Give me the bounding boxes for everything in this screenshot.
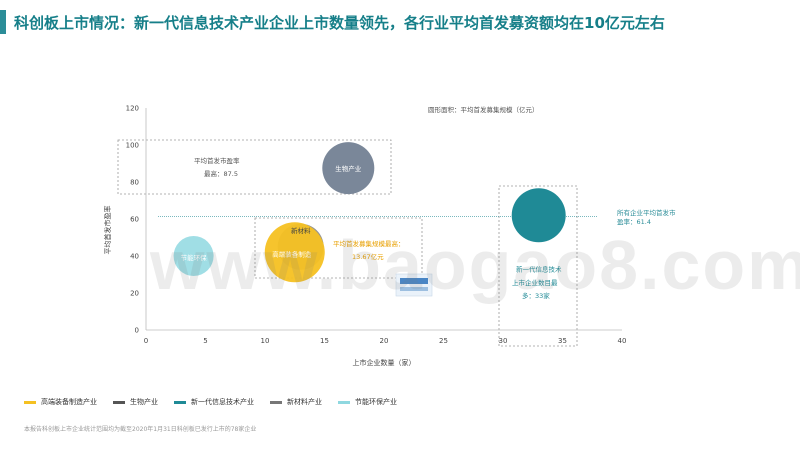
x-tick-label: 10 — [261, 337, 270, 345]
legend-swatch — [24, 400, 36, 404]
y-axis-label: 平均首发市盈率 — [103, 206, 112, 255]
bubble — [264, 222, 325, 283]
annotation-count: 上市企业数目最 多：33家 — [512, 278, 558, 300]
legend-label: 生物产业 — [130, 398, 158, 406]
x-tick-label: 30 — [499, 337, 508, 345]
svg-text:盈率：61.4: 盈率：61.4 — [617, 217, 651, 226]
axes: 0 5 10 15 20 25 30 35 40 0 20 40 60 80 100 120 上市企业数量（… — [103, 105, 626, 368]
annotation-fundraise: 平均首发募集规模最高： 13.67亿元 — [333, 239, 405, 261]
footnote: 本报告科创板上市企业统计范围均为截至2020年1月31日科创板已发行上市的78家… — [24, 426, 257, 433]
svg-text:所有企业平均首发市: 所有企业平均首发市 — [617, 208, 676, 217]
legend-label: 高端装备制造产业 — [41, 398, 97, 406]
legend-swatch — [174, 400, 186, 404]
x-tick-label: 5 — [203, 337, 207, 345]
annotation-box-pe — [117, 139, 392, 195]
legend-item: 新材料产业 — [270, 397, 322, 407]
bubble-label: 生物产业 — [335, 164, 362, 173]
y-tick-label: 80 — [130, 179, 139, 187]
legend-label: 新一代信息技术产业 — [191, 398, 254, 406]
annotation-boxes — [117, 139, 578, 347]
svg-text:多：33家: 多：33家 — [522, 291, 550, 300]
legend-item: 高端装备制造产业 — [24, 397, 97, 407]
bubble-label: 节能环保 — [181, 253, 208, 262]
legend-swatch — [113, 400, 125, 404]
x-tick-label: 40 — [618, 337, 627, 345]
bubble — [173, 236, 214, 276]
annotation-box-fundraise — [254, 217, 423, 279]
bubble-label: 新一代信息技术 — [516, 264, 562, 273]
y-tick-label: 40 — [130, 253, 139, 261]
legend-swatch — [270, 400, 282, 404]
bubbles — [173, 142, 566, 283]
bubble — [511, 188, 566, 243]
x-tick-label: 25 — [439, 337, 448, 345]
bubble-label: 高端装备制造 — [272, 249, 312, 258]
logo-stamp-icon — [395, 273, 433, 297]
svg-text:13.67亿元: 13.67亿元 — [352, 252, 384, 261]
title-accent-bar — [0, 10, 6, 34]
annotation-box-count — [498, 185, 578, 347]
x-tick-label: 20 — [380, 337, 389, 345]
legend-item: 节能环保产业 — [338, 397, 397, 407]
bubble-label: 新材料 — [291, 226, 311, 235]
y-tick-labels: 0 20 40 60 80 100 120 — [126, 105, 139, 335]
x-tick-label: 15 — [320, 337, 329, 345]
y-tick-label: 100 — [126, 142, 139, 150]
legend-item: 新一代信息技术产业 — [174, 397, 254, 407]
bubble-size-legend: 圆形面积：平均首发募集规模（亿元） — [428, 105, 539, 114]
svg-text:平均首发募集规模最高：: 平均首发募集规模最高： — [333, 239, 405, 248]
annotation-pe: 平均首发市盈率 最高：87.5 — [194, 156, 240, 178]
x-tick-label: 35 — [558, 337, 567, 345]
legend-swatch — [338, 400, 350, 404]
svg-text:平均首发市盈率: 平均首发市盈率 — [194, 156, 240, 165]
x-axis-label: 上市企业数量（家） — [353, 358, 416, 367]
svg-text:上市企业数目最: 上市企业数目最 — [512, 278, 558, 287]
y-tick-label: 0 — [135, 327, 139, 335]
y-tick-label: 60 — [130, 216, 139, 224]
bubble — [322, 142, 375, 195]
y-tick-label: 20 — [130, 290, 139, 298]
chart-legend: 高端装备制造产业 生物产业 新一代信息技术产业 新材料产业 节能环保产业 — [24, 397, 397, 407]
legend-item: 生物产业 — [113, 397, 158, 407]
legend-label: 新材料产业 — [287, 398, 322, 406]
y-tick-label: 120 — [126, 105, 139, 113]
x-tick-label: 0 — [144, 337, 148, 345]
page-title: 科创板上市情况：新一代信息技术产业企业上市数量领先，各行业平均首发募资额均在10… — [14, 14, 665, 32]
reference-line-label: 所有企业平均首发市 盈率：61.4 — [617, 208, 676, 226]
x-tick-labels: 0 5 10 15 20 25 30 35 40 — [144, 337, 627, 345]
svg-text:最高：87.5: 最高：87.5 — [204, 169, 238, 178]
legend-label: 节能环保产业 — [355, 398, 397, 406]
